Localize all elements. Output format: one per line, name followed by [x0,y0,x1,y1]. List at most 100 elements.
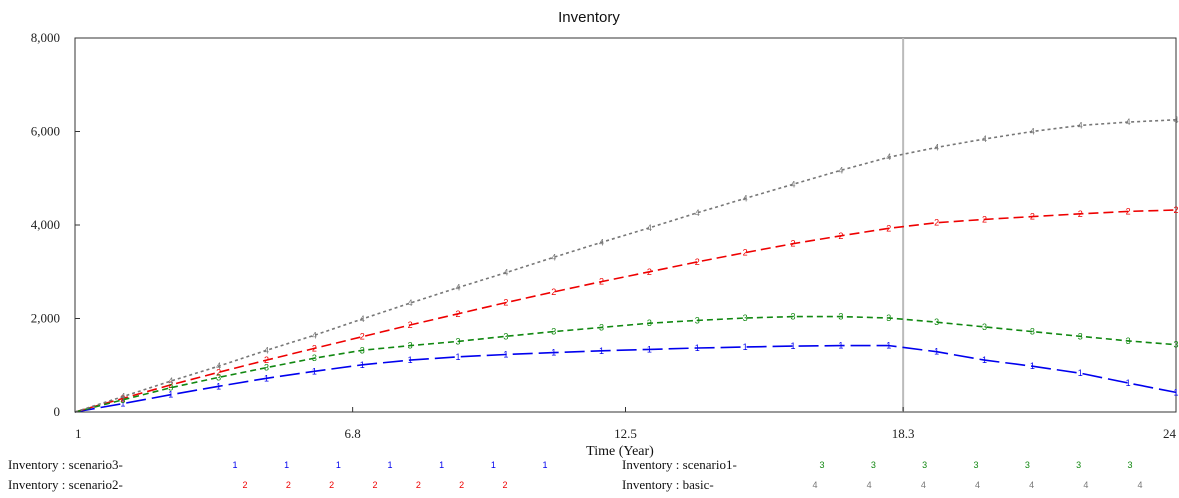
series-line [74,209,1177,413]
series-1: 1 1 1 1 1 1 1 1 1 1 1 1 1 1 1 1 1 1 1 1 1 1 1 [74,341,1179,413]
data-point: 4 [599,237,604,247]
data-point: 2 [168,380,173,390]
data-point: 2 [982,214,987,224]
data-point: 2 [503,298,508,308]
x-tick-label: 12.5 [614,426,637,441]
legend-marker: 1 [284,460,289,470]
data-point: 3 [264,363,269,373]
legend-marker: 2 [242,480,247,490]
data-point: 1 [695,343,700,353]
y-tick-label: 0 [54,404,61,419]
data-point: 2 [312,343,317,353]
legend-marker: 1 [439,460,444,470]
legend-marker: 1 [542,460,547,470]
legend-marker: 3 [922,460,927,470]
legend-marker: 2 [372,480,377,490]
data-point: 2 [599,277,604,287]
data-point: 1 [264,373,269,383]
legend-marker: 2 [502,480,507,490]
y-tick-label: 8,000 [31,30,60,45]
x-axis-title: Time (Year) [586,444,654,459]
data-point: 2 [838,231,843,241]
legend-marker: 4 [1029,480,1034,490]
data-point: 2 [1173,205,1178,215]
data-point: 2 [791,239,796,249]
x-tick-label: 1 [75,426,82,441]
data-point: 1 [647,344,652,354]
legend-marker: 2 [459,480,464,490]
y-axis-ticks: 0 2,000 4,000 6,000 8,000 [31,30,80,419]
plot-frame [74,37,1177,413]
data-point: 3 [503,331,508,341]
legend-label: Inventory : scenario1- [622,457,737,472]
data-point: 1 [1126,378,1131,388]
y-tick-label: 4,000 [31,217,60,232]
data-point: 2 [1030,212,1035,222]
data-point: 1 [551,348,556,358]
data-point: 2 [455,309,460,319]
data-point: 1 [216,381,221,391]
data-point: 4 [1030,127,1035,137]
data-point: 3 [551,327,556,337]
data-point: 2 [120,393,125,403]
data-point: 3 [1126,336,1131,346]
data-point: 1 [168,390,173,400]
data-point: 3 [408,341,413,351]
legend-marker: 4 [812,480,817,490]
data-point: 2 [360,332,365,342]
legend-marker: 2 [416,480,421,490]
data-point: 1 [599,346,604,356]
data-point: 4 [1173,115,1178,125]
data-point: 2 [1078,209,1083,219]
data-point: 4 [695,208,700,218]
data-point: 2 [408,320,413,330]
chart-title: Inventory [558,9,620,26]
legend-marker: 4 [1137,480,1142,490]
x-axis-ticks: 1 6.8 12.5 18.3 24 [74,407,1177,441]
data-point: 3 [312,353,317,363]
legend-marker: 4 [867,480,872,490]
data-point: 3 [360,345,365,355]
data-point: 4 [503,268,508,278]
data-point: 4 [408,298,413,308]
data-point: 4 [1126,117,1131,127]
data-point: 2 [695,257,700,267]
legend-item: Inventory : scenario1- 3 3 3 3 3 3 3 [622,457,1133,472]
data-point: 1 [408,355,413,365]
data-point: 3 [120,395,125,405]
data-point: 1 [838,341,843,351]
data-point: 3 [838,312,843,322]
data-point: 4 [791,179,796,189]
series-line [74,119,1177,413]
data-point: 2 [647,267,652,277]
data-point: 1 [312,366,317,376]
legend-marker: 3 [1127,460,1132,470]
data-point: 1 [1078,368,1083,378]
data-point: 2 [1126,206,1131,216]
data-point: 3 [743,313,748,323]
data-point: 4 [982,134,987,144]
data-point: 3 [647,318,652,328]
series-line [74,344,1177,413]
legend-marker: 2 [286,480,291,490]
data-point: 1 [886,341,891,351]
data-point: 4 [168,376,173,386]
series-2: 2 2 2 2 2 2 2 2 2 2 2 2 2 2 2 2 2 2 2 2 2 2 2 [74,205,1179,413]
data-point: 3 [1078,331,1083,341]
data-point: 3 [886,313,891,323]
x-tick-label: 24 [1163,426,1177,441]
legend-marker: 3 [1025,460,1030,470]
series-3: 3 3 3 3 3 3 3 3 3 3 3 3 3 3 3 3 3 3 3 3 3 3 3 [74,312,1179,413]
data-point: 4 [264,345,269,355]
data-point: 4 [360,314,365,324]
data-point: 2 [886,223,891,233]
data-point: 4 [1078,120,1083,130]
legend-label: Inventory : scenario3- [8,457,123,472]
data-point: 3 [695,315,700,325]
data-point: 1 [1030,361,1035,371]
legend-marker: 3 [819,460,824,470]
data-point: 4 [743,193,748,203]
x-tick-label: 6.8 [345,426,361,441]
